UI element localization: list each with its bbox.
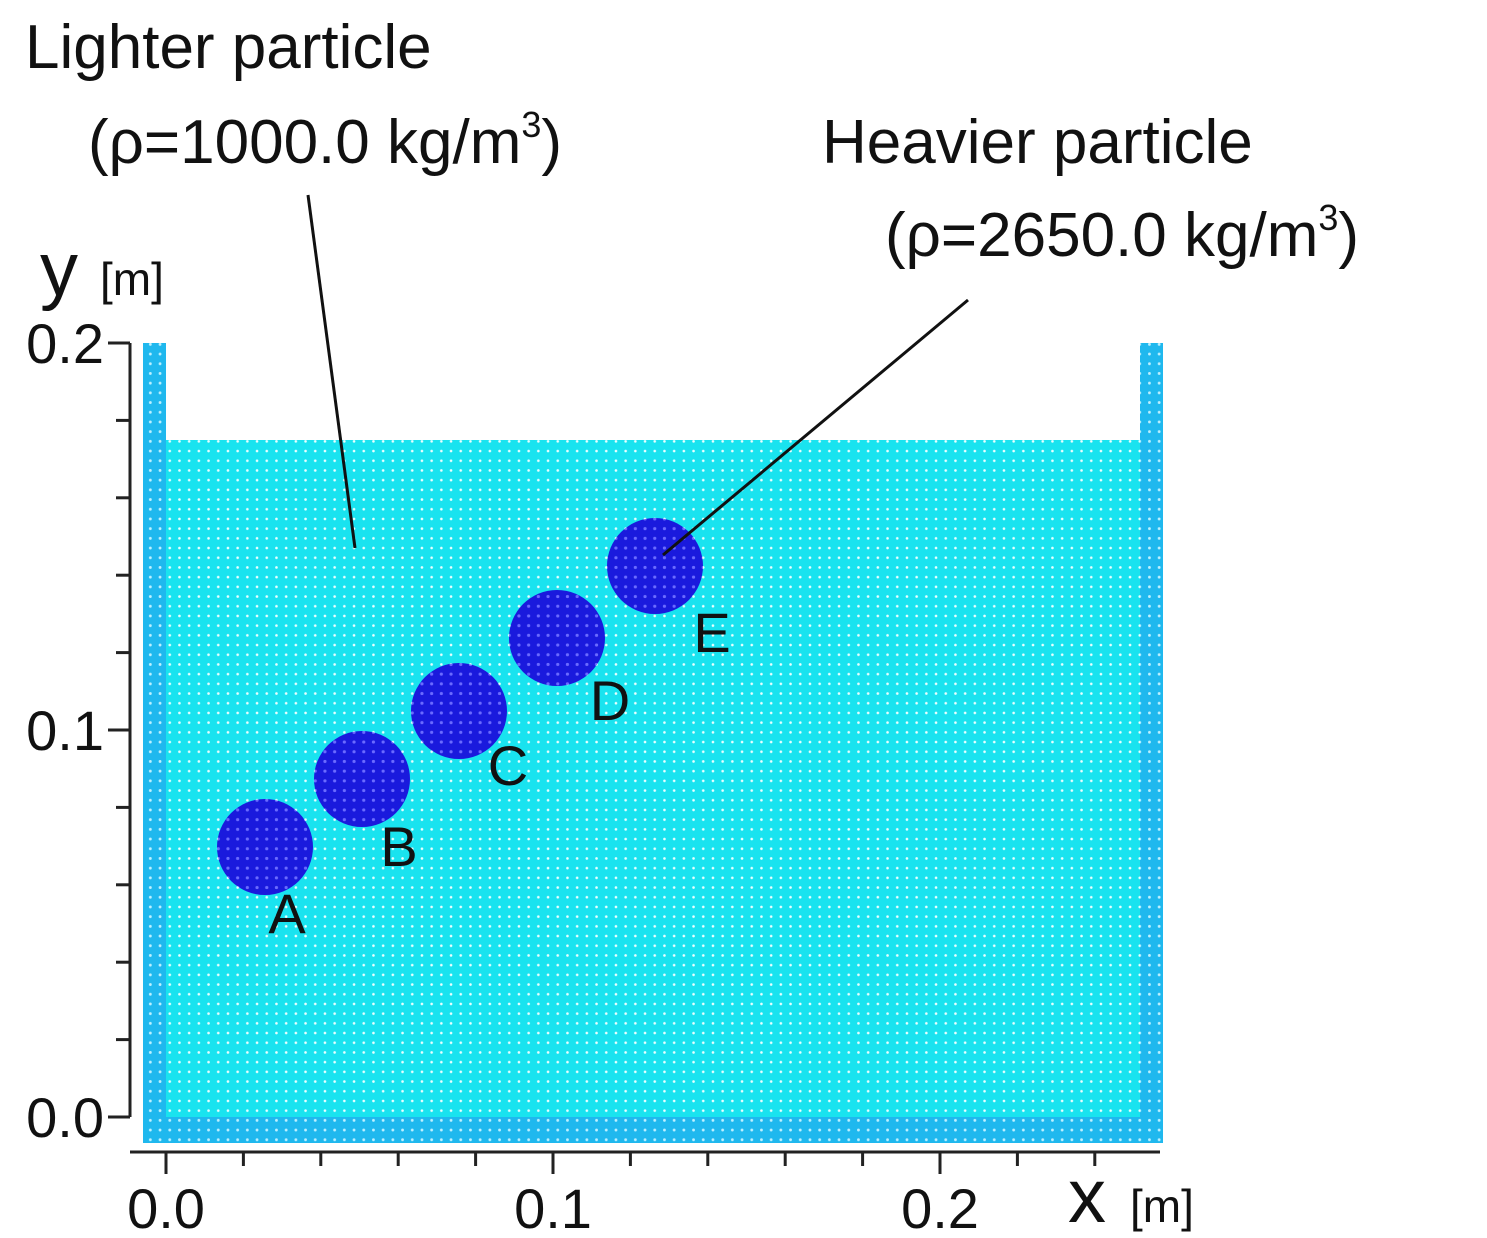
heavy-particle bbox=[314, 731, 410, 827]
particle-label: A bbox=[268, 882, 306, 945]
y-tick-label: 0.2 bbox=[26, 312, 104, 375]
particle-label: C bbox=[488, 734, 528, 797]
y-tick-label: 0.1 bbox=[26, 699, 104, 762]
x-axis-unit: [m] bbox=[1130, 1180, 1194, 1232]
x-tick-label: 0.1 bbox=[514, 1177, 592, 1238]
superscript: 3 bbox=[1318, 197, 1338, 238]
y-tick-label: 0.0 bbox=[26, 1086, 104, 1149]
heavy-particle bbox=[411, 663, 507, 759]
x-axis-label: x bbox=[1068, 1154, 1106, 1238]
particles bbox=[217, 518, 703, 895]
density-text: (ρ=2650.0 kg/m bbox=[885, 201, 1318, 270]
density-close: ) bbox=[541, 108, 562, 177]
annotation-density: (ρ=1000.0 kg/m3) bbox=[88, 104, 562, 177]
heavy-particle bbox=[217, 799, 313, 895]
right-wall bbox=[1140, 343, 1163, 1143]
bottom-wall bbox=[143, 1117, 1163, 1143]
x-tick-label: 0.0 bbox=[127, 1177, 205, 1238]
y-axis-unit: [m] bbox=[100, 253, 164, 305]
ticks bbox=[108, 341, 1097, 1174]
density-close: ) bbox=[1338, 201, 1359, 270]
annotation-density: (ρ=2650.0 kg/m3) bbox=[885, 197, 1359, 270]
heavy-particle bbox=[509, 590, 605, 686]
density-text: (ρ=1000.0 kg/m bbox=[88, 108, 521, 177]
leader-line bbox=[662, 298, 969, 557]
annotation-title: Heavier particle bbox=[822, 108, 1253, 177]
x-tick-label: 0.2 bbox=[901, 1177, 979, 1238]
annotation-title: Lighter particle bbox=[25, 13, 432, 82]
leader-line bbox=[306, 194, 357, 549]
left-wall bbox=[143, 343, 166, 1143]
y-axis-label: y bbox=[40, 227, 78, 312]
particle-label: B bbox=[380, 815, 417, 878]
particle-label: E bbox=[693, 601, 730, 664]
superscript: 3 bbox=[521, 104, 541, 145]
particle-label: D bbox=[590, 669, 630, 732]
